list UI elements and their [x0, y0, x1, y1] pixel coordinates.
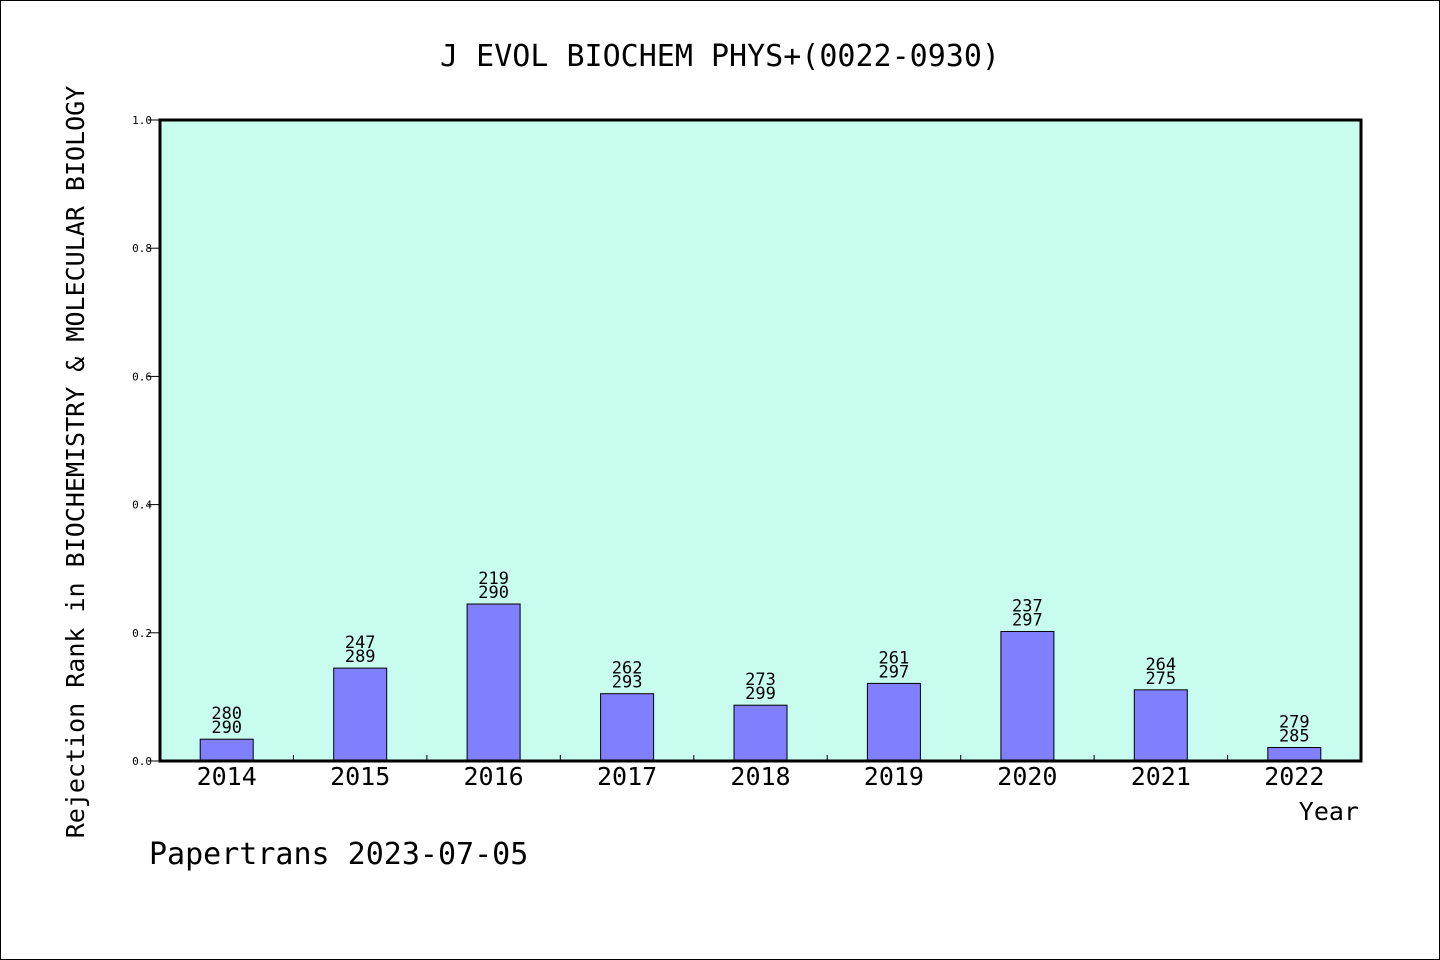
bar-rank-label-2014: 280 [211, 704, 242, 724]
y-tick-label-0.2: 0.2 [132, 627, 152, 640]
bar-2020 [1000, 631, 1055, 762]
bar-total-label-2017: 293 [612, 673, 643, 693]
plot-border [158, 118, 1363, 763]
bar-2014 [199, 738, 254, 762]
bar-total-label-2018: 299 [745, 684, 776, 704]
x-tick-label-2018: 2018 [730, 762, 790, 791]
bar-rank-label-2018: 273 [745, 670, 776, 690]
bar-2019 [866, 682, 921, 762]
x-axis-label: Year [1299, 797, 1359, 826]
bar-total-label-2014: 290 [211, 718, 242, 738]
bar-total-label-2016: 290 [478, 583, 509, 603]
footer-credit: Papertrans 2023-07-05 [149, 837, 528, 872]
y-tick-label-0.8: 0.8 [132, 242, 152, 255]
y-tick-label-0.6: 0.6 [132, 370, 152, 383]
bar-2015 [333, 667, 388, 762]
bar-total-label-2020: 297 [1012, 611, 1043, 631]
bar-2017 [600, 693, 655, 762]
plot-area [160, 120, 1361, 761]
x-tick-label-2022: 2022 [1264, 762, 1324, 791]
x-tick-label-2017: 2017 [597, 762, 657, 791]
x-tick-label-2015: 2015 [330, 762, 390, 791]
x-tick-label-2019: 2019 [864, 762, 924, 791]
y-tick-label-0.4: 0.4 [132, 499, 152, 512]
bar-2016 [466, 603, 521, 762]
bar-total-label-2015: 289 [345, 647, 376, 667]
y-tick-label-1.0: 1.0 [132, 114, 152, 127]
chart-title: J EVOL BIOCHEM PHYS+(0022-0930) [440, 39, 1000, 74]
bar-2022 [1267, 747, 1322, 762]
x-tick-label-2021: 2021 [1131, 762, 1191, 791]
bar-total-label-2022: 285 [1279, 727, 1310, 747]
bar-rank-label-2021: 264 [1145, 655, 1176, 675]
bar-2018 [733, 704, 788, 762]
bar-rank-label-2016: 219 [478, 569, 509, 589]
bar-total-label-2019: 297 [879, 662, 910, 682]
bar-rank-label-2015: 247 [345, 633, 376, 653]
bar-total-label-2021: 275 [1145, 669, 1176, 689]
bar-rank-label-2019: 261 [879, 648, 910, 668]
x-tick-label-2016: 2016 [463, 762, 523, 791]
x-tick-label-2020: 2020 [997, 762, 1057, 791]
y-tick-label-0.0: 0.0 [132, 755, 152, 768]
y-axis-label: Rejection Rank in BIOCHEMISTRY & MOLECUL… [61, 86, 90, 839]
bar-2021 [1133, 689, 1188, 762]
bar-rank-label-2022: 279 [1279, 713, 1310, 733]
bar-rank-label-2020: 237 [1012, 597, 1043, 617]
x-tick-labels-layer: 2014 2015 2016 2017 2018 2019 2020 2021 2022 [197, 762, 1325, 791]
x-tick-label-2014: 2014 [197, 762, 257, 791]
bar-rank-label-2017: 262 [612, 659, 643, 679]
